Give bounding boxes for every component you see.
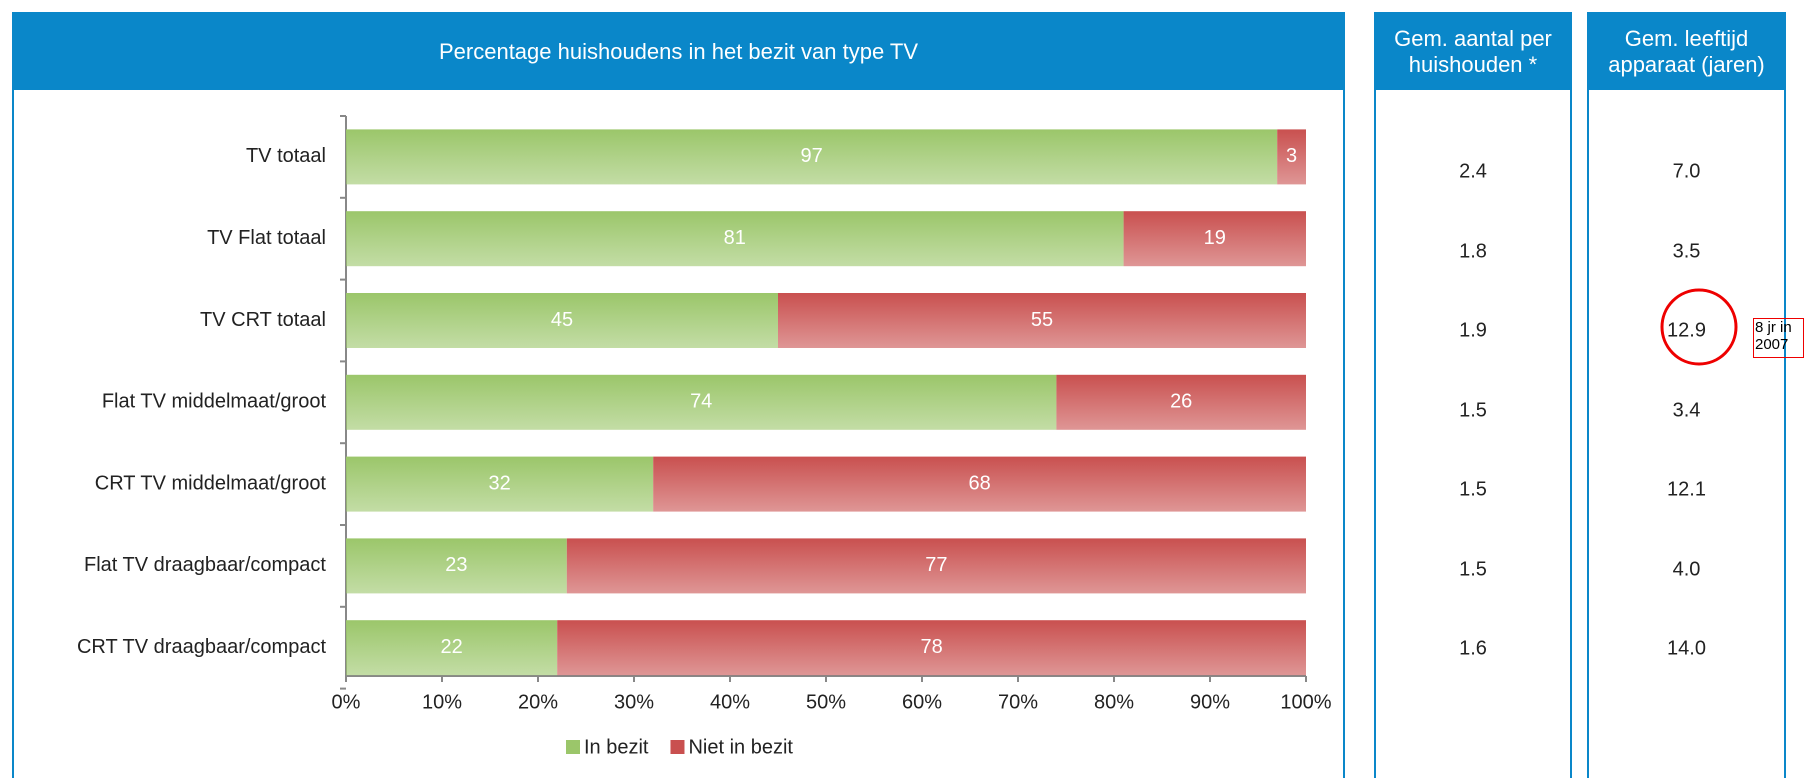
panel-value: 3.4 xyxy=(1672,399,1701,421)
x-tick-label: 10% xyxy=(422,691,462,713)
panel-title: Gem. leeftijd apparaat (jaren) xyxy=(1589,14,1784,90)
bar-segment xyxy=(653,456,1306,512)
data-label: 19 xyxy=(1204,227,1226,249)
data-label: 78 xyxy=(920,636,942,658)
data-label: 68 xyxy=(968,472,990,494)
data-label: 74 xyxy=(690,391,712,413)
panel-value: 1.9 xyxy=(1459,319,1487,342)
bar-segment xyxy=(566,538,1306,594)
legend-swatch xyxy=(566,740,580,754)
data-label: 97 xyxy=(800,145,822,167)
x-tick-label: 80% xyxy=(1094,691,1134,713)
panel-title: Gem. aantal per huishouden * xyxy=(1376,14,1570,90)
main-panel: Percentage huishoudens in het bezit van … xyxy=(12,12,1345,778)
panel-value: 4.0 xyxy=(1672,558,1701,580)
legend-label: In bezit xyxy=(584,736,649,758)
bar-segment xyxy=(1123,211,1306,267)
bar-segment xyxy=(778,293,1306,348)
y-tick-label: CRT TV draagbaar/compact xyxy=(77,636,326,658)
bar-segment xyxy=(1056,374,1306,430)
x-tick-label: 40% xyxy=(710,691,750,713)
panel-value: 14.0 xyxy=(1667,637,1706,660)
panel-value: 12.1 xyxy=(1667,478,1706,501)
data-label: 45 xyxy=(551,309,573,331)
data-label: 77 xyxy=(925,554,947,576)
x-tick-label: 70% xyxy=(998,691,1038,713)
y-tick-label: TV CRT totaal xyxy=(200,309,326,331)
data-label: 22 xyxy=(440,636,462,658)
side-panel: Gem. aantal per huishouden * 2.4 1.8 1.9 1.… xyxy=(1374,12,1572,778)
x-tick-label: 30% xyxy=(614,691,654,713)
side-panel: Gem. leeftijd apparaat (jaren) 7.0 3.5 12.… xyxy=(1587,12,1786,778)
bar-segment xyxy=(557,620,1306,676)
x-tick-label: 100% xyxy=(1280,691,1331,713)
panel-value: 12.9 xyxy=(1667,319,1706,342)
bar-segment xyxy=(346,293,778,348)
panel-value: 1.8 xyxy=(1459,240,1487,262)
annotation: 8 jr in 2007 xyxy=(1753,318,1804,358)
panel-value: 3.5 xyxy=(1672,240,1701,262)
panel-value: 7.0 xyxy=(1672,160,1701,183)
bar-segment xyxy=(346,456,654,512)
x-tick-label: 90% xyxy=(1190,691,1230,713)
panel-value: 1.6 xyxy=(1459,637,1487,660)
y-tick-label: Flat TV draagbaar/compact xyxy=(84,554,326,576)
x-tick-label: 0% xyxy=(332,691,361,713)
data-label: 55 xyxy=(1031,309,1053,331)
bar-segment xyxy=(346,129,1278,185)
x-tick-label: 60% xyxy=(902,691,942,713)
bar-segment xyxy=(1277,129,1306,185)
chart-title: Percentage huishoudens in het bezit van … xyxy=(14,14,1343,90)
panel-value: 1.5 xyxy=(1459,558,1487,580)
data-label: 23 xyxy=(445,554,467,576)
legend-label: Niet in bezit xyxy=(688,736,793,758)
bar-segment xyxy=(346,538,567,594)
x-tick-label: 20% xyxy=(518,691,558,713)
data-label: 32 xyxy=(488,472,510,494)
data-label: 26 xyxy=(1170,391,1192,413)
y-tick-label: CRT TV middelmaat/groot xyxy=(95,472,327,494)
panel-value: 1.5 xyxy=(1459,399,1487,421)
bar-segment xyxy=(346,374,1057,430)
panel-value: 1.5 xyxy=(1459,478,1487,501)
legend-swatch xyxy=(670,740,685,754)
x-tick-label: 50% xyxy=(806,691,846,713)
y-tick-label: Flat TV middelmaat/groot xyxy=(102,391,327,413)
bar-segment xyxy=(346,211,1124,267)
highlight-circle xyxy=(1660,288,1738,366)
y-tick-label: TV totaal xyxy=(246,145,326,167)
y-tick-label: TV Flat totaal xyxy=(207,227,326,249)
bar-segment xyxy=(346,620,558,676)
data-label: 81 xyxy=(724,227,746,249)
data-label: 3 xyxy=(1286,145,1297,167)
panel-value: 2.4 xyxy=(1459,160,1487,183)
